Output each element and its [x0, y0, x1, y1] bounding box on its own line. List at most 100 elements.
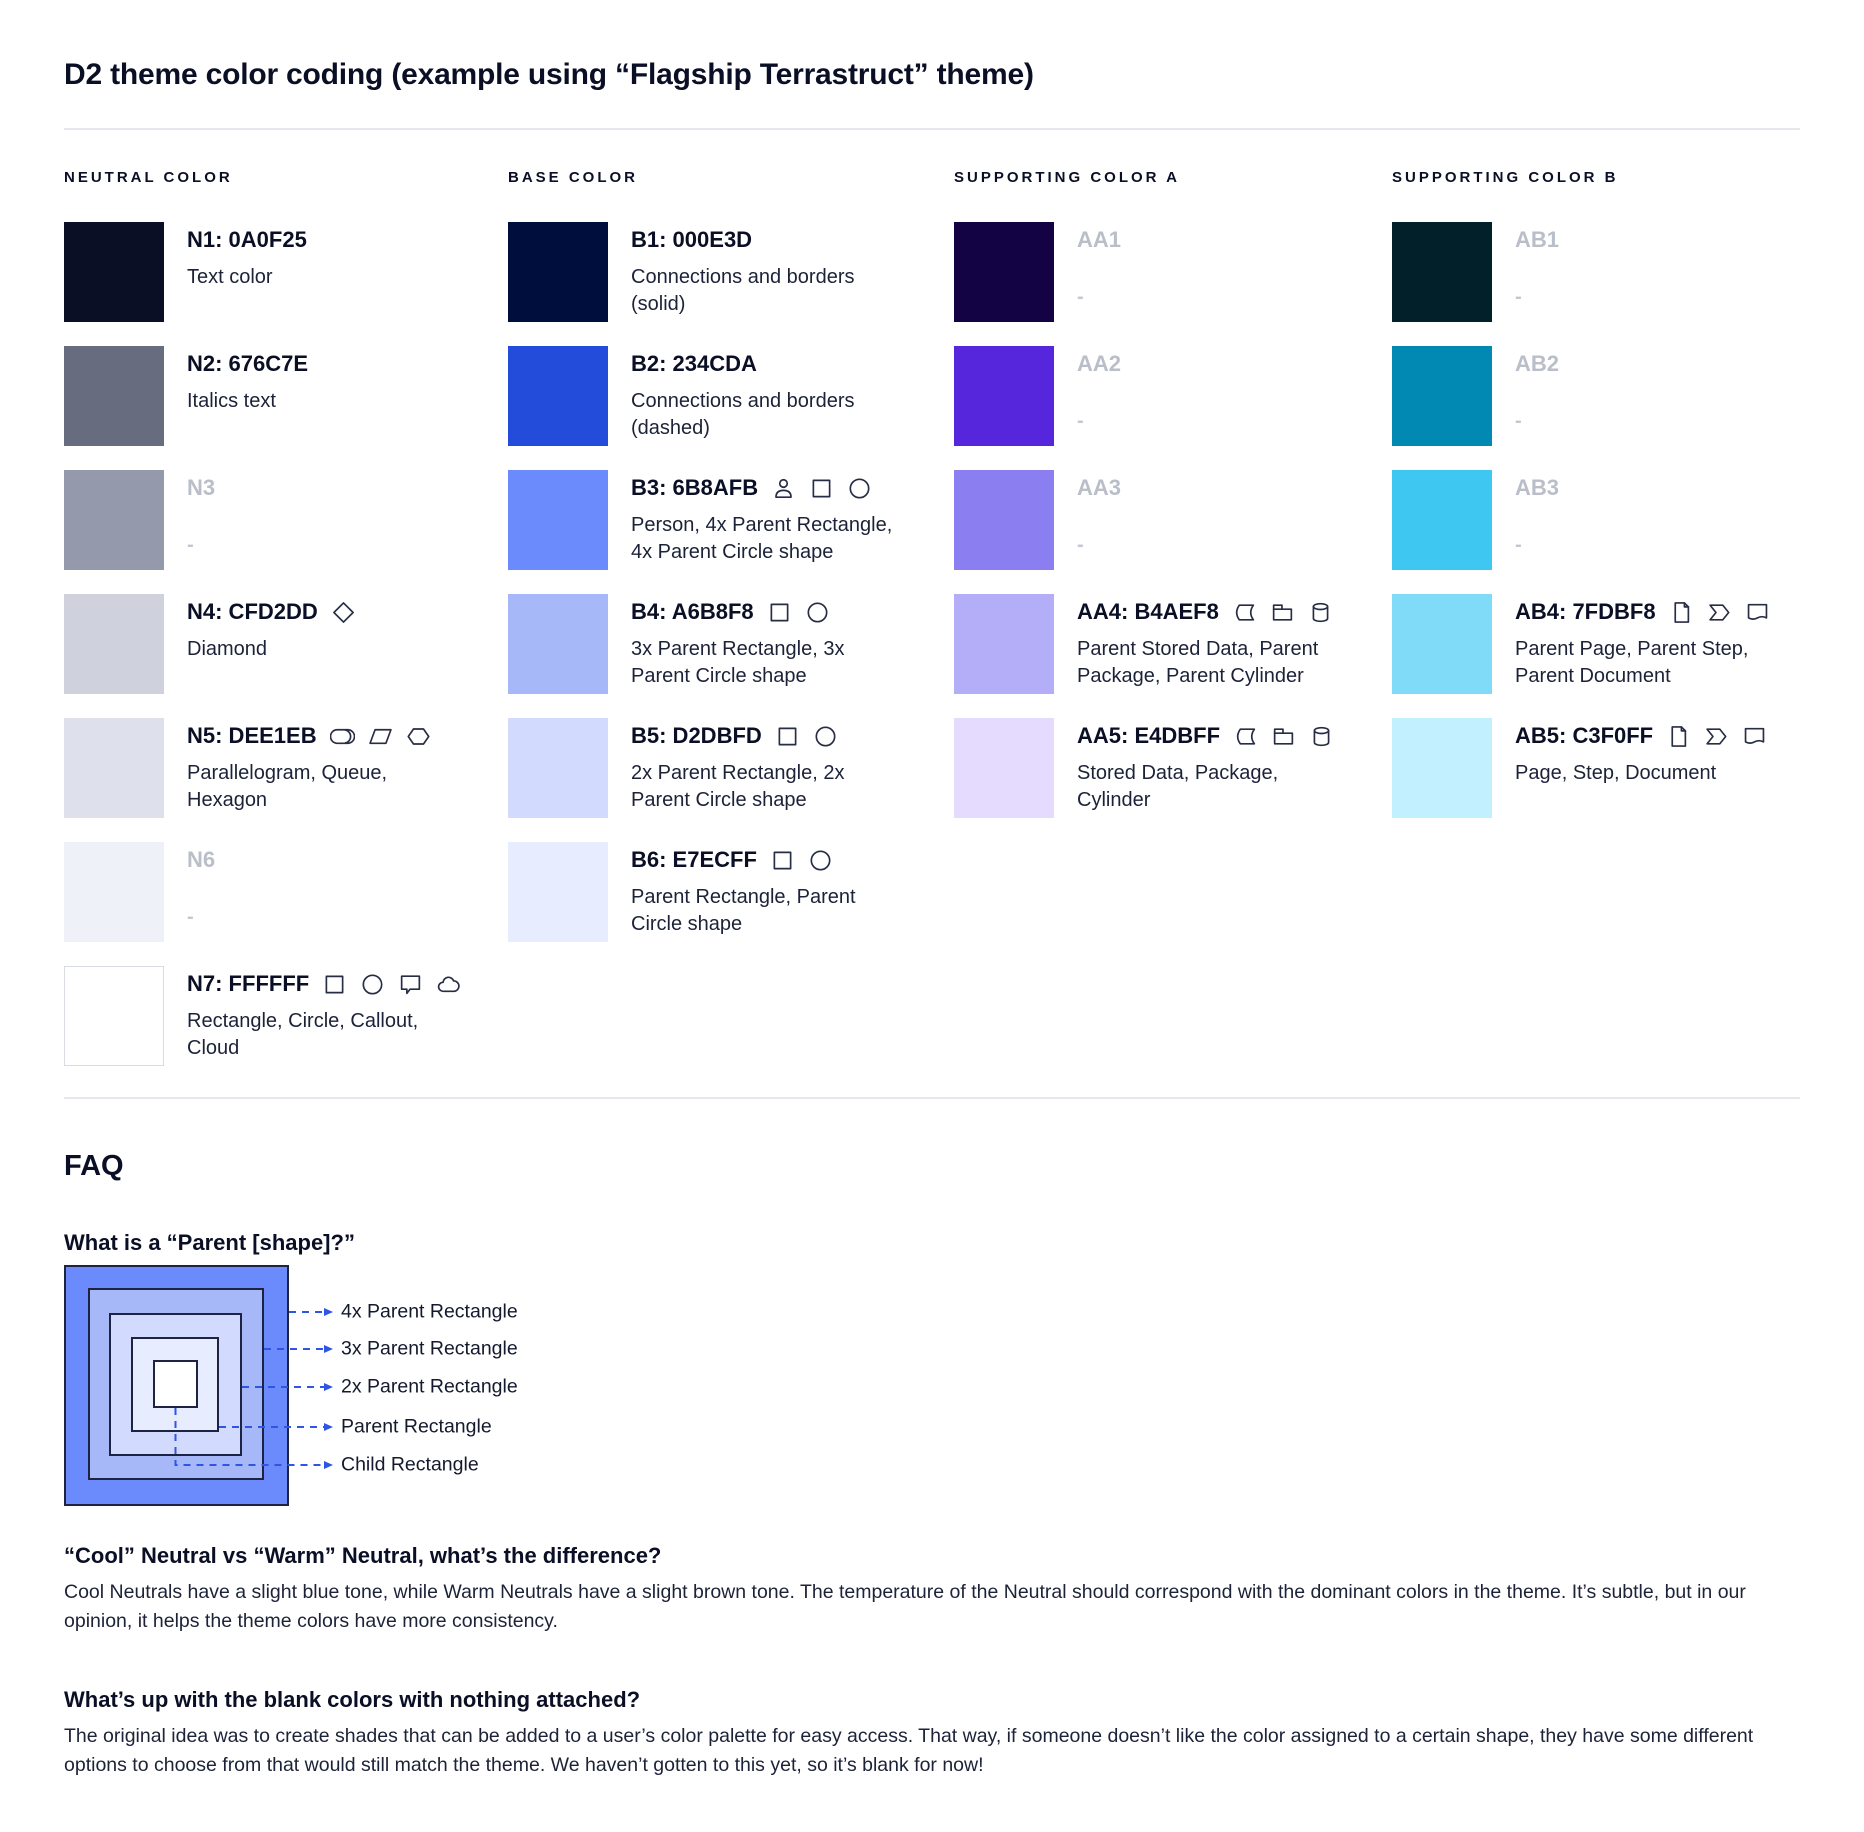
color-description: -: [187, 906, 194, 928]
color-label: B5: D2DBFD: [631, 723, 762, 748]
queue-icon: [329, 724, 355, 749]
color-swatch: [1392, 594, 1492, 694]
color-description: Parent Rectangle, Parent Circle shape: [631, 886, 856, 935]
page-icon: [1669, 600, 1694, 625]
shape-icons: [757, 848, 833, 873]
color-label: N2: 676C7E: [187, 351, 309, 376]
color-row: AB3 -: [1392, 470, 1800, 570]
column-header: BASE COLOR: [508, 169, 639, 186]
color-swatch: [508, 718, 608, 818]
color-label-line: B6: E7ECFF: [631, 846, 907, 874]
color-description: Rectangle, Circle, Callout, Cloud: [187, 1010, 419, 1059]
color-description: -: [187, 534, 194, 556]
square-icon: [809, 476, 834, 501]
square-icon: [775, 724, 800, 749]
color-label: N4: CFD2DD: [187, 599, 318, 624]
color-label-line: N4: CFD2DD: [187, 598, 463, 626]
color-description: -: [1515, 534, 1522, 556]
step-icon: [1704, 724, 1729, 749]
color-row: N1: 0A0F25 Text color: [64, 222, 508, 322]
circle-icon: [360, 972, 385, 997]
color-row: AA5: E4DBFF Stored Data, Package, Cylind…: [954, 718, 1392, 818]
circle-icon: [813, 724, 838, 749]
color-meta: B4: A6B8F8 3x Parent Rectangle, 3x Paren…: [631, 594, 907, 694]
divider: [64, 128, 1800, 130]
color-row: N3 -: [64, 470, 508, 570]
color-label: AB2: [1515, 351, 1560, 376]
color-swatch: [64, 966, 164, 1066]
faq-title: FAQ: [64, 1150, 124, 1182]
color-label: AA5: E4DBFF: [1077, 723, 1221, 748]
step-icon: [1707, 600, 1732, 625]
shape-icons: [1219, 600, 1333, 625]
column-header: SUPPORTING COLOR A: [954, 169, 1180, 186]
color-row: N5: DEE1EB Parallelogram, Queue, Hexagon: [64, 718, 508, 818]
color-swatch: [64, 346, 164, 446]
color-swatch: [64, 718, 164, 818]
square-icon: [767, 600, 792, 625]
document-icon: [1745, 600, 1770, 625]
color-meta: AB1 -: [1515, 222, 1791, 322]
cylinder-icon: [1308, 600, 1333, 625]
color-swatch: [64, 470, 164, 570]
stored-data-icon: [1233, 724, 1258, 749]
shape-icons: [317, 724, 431, 749]
color-meta: N4: CFD2DD Diamond: [187, 594, 463, 694]
color-meta: N5: DEE1EB Parallelogram, Queue, Hexagon: [187, 718, 463, 818]
circle-icon: [847, 476, 872, 501]
color-label-line: N6: [187, 846, 463, 874]
color-meta: AB3 -: [1515, 470, 1791, 570]
color-label: B2: 234CDA: [631, 351, 757, 376]
page-title: D2 theme color coding (example using “Fl…: [64, 58, 1034, 91]
shape-icons: [318, 600, 356, 625]
color-row: B6: E7ECFF Parent Rectangle, Parent Circ…: [508, 842, 954, 942]
color-label: B3: 6B8AFB: [631, 475, 759, 500]
color-label-line: AB5: C3F0FF: [1515, 722, 1791, 750]
palette-column: BASE COLOR B1: 000E3D Connections and bo…: [508, 130, 954, 1090]
color-description: 2x Parent Rectangle, 2x Parent Circle sh…: [631, 762, 845, 811]
column-rows: B1: 000E3D Connections and borders (soli…: [508, 222, 954, 942]
color-label: AB1: [1515, 227, 1560, 252]
color-meta: B6: E7ECFF Parent Rectangle, Parent Circ…: [631, 842, 907, 942]
color-swatch: [954, 222, 1054, 322]
diagram-leader-lines: [174, 1308, 333, 1469]
square-icon: [770, 848, 795, 873]
callout-icon: [398, 972, 423, 997]
color-row: AB2 -: [1392, 346, 1800, 446]
color-row: N6 -: [64, 842, 508, 942]
color-description: -: [1515, 410, 1522, 432]
color-row: AA2 -: [954, 346, 1392, 446]
color-description: Text color: [187, 266, 273, 288]
package-icon: [1270, 600, 1295, 625]
color-meta: B2: 234CDA Connections and borders (dash…: [631, 346, 907, 446]
column-rows: AB1 - AB2 - AB3 - AB4:: [1392, 222, 1800, 818]
color-label-line: AB3: [1515, 474, 1791, 502]
color-label-line: B3: 6B8AFB: [631, 474, 907, 502]
palette-column: NEUTRAL COLOR N1: 0A0F25 Text color N2: …: [64, 130, 508, 1090]
color-label: B1: 000E3D: [631, 227, 753, 252]
color-row: AB4: 7FDBF8 Parent Page, Parent Step, Pa…: [1392, 594, 1800, 694]
color-description: Diamond: [187, 638, 268, 660]
color-meta: B5: D2DBFD 2x Parent Rectangle, 2x Paren…: [631, 718, 907, 818]
square-icon: [322, 972, 347, 997]
color-meta: AA5: E4DBFF Stored Data, Package, Cylind…: [1077, 718, 1353, 818]
color-swatch: [508, 346, 608, 446]
color-label: B4: A6B8F8: [631, 599, 754, 624]
color-description: Italics text: [187, 390, 276, 412]
faq-question-blank-colors: What’s up with the blank colors with not…: [64, 1687, 641, 1712]
color-swatch: [954, 594, 1054, 694]
circle-icon: [808, 848, 833, 873]
color-row: B2: 234CDA Connections and borders (dash…: [508, 346, 954, 446]
color-label-line: AA3: [1077, 474, 1353, 502]
color-swatch: [954, 718, 1054, 818]
color-description: Parallelogram, Queue, Hexagon: [187, 762, 388, 811]
color-row: AB5: C3F0FF Page, Step, Document: [1392, 718, 1800, 818]
color-label-line: N3: [187, 474, 463, 502]
color-description: Connections and borders (solid): [631, 266, 855, 315]
color-meta: N7: FFFFFF Rectangle, Circle, Callout, C…: [187, 966, 463, 1066]
faq-answer-blank-colors: The original idea was to create shades t…: [64, 1725, 1754, 1776]
color-label: N1: 0A0F25: [187, 227, 307, 252]
color-row: AA1 -: [954, 222, 1392, 322]
color-description: -: [1077, 534, 1084, 556]
color-meta: AB4: 7FDBF8 Parent Page, Parent Step, Pa…: [1515, 594, 1791, 694]
